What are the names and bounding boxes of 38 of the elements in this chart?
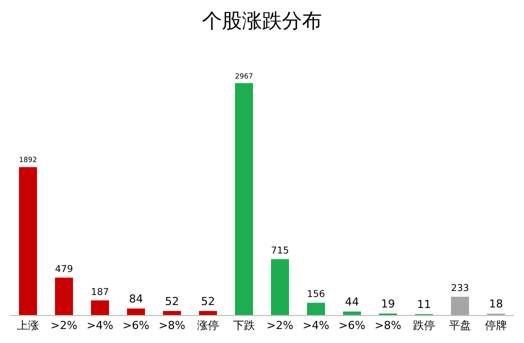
data-label: 233 — [451, 283, 469, 294]
x-tick-label: 上涨 — [17, 319, 39, 332]
data-label: 11 — [417, 298, 431, 312]
x-tick-label: >4% — [302, 319, 330, 332]
data-label: 187 — [91, 286, 109, 298]
data-label: 52 — [201, 294, 215, 308]
data-label: 479 — [55, 264, 73, 275]
x-tick-label: 涨停 — [197, 319, 219, 332]
bar — [271, 259, 289, 315]
x-tick-label: >8% — [158, 319, 186, 332]
data-label: 156 — [307, 289, 325, 300]
x-tick-label: >6% — [122, 319, 150, 332]
data-label: 44 — [345, 296, 359, 309]
x-tick-label: >8% — [374, 319, 402, 332]
x-tick-label: 平盘 — [449, 319, 471, 332]
bar — [451, 296, 469, 315]
x-tick-label: 停牌 — [485, 319, 507, 332]
chart-title: 个股涨跌分布 — [202, 8, 322, 33]
data-label: 19 — [381, 298, 395, 311]
bar — [307, 302, 325, 315]
bar — [163, 310, 181, 315]
bar — [127, 308, 145, 315]
data-label: 52 — [165, 294, 179, 308]
data-label: 18 — [489, 298, 503, 311]
x-tick-label: 下跌 — [233, 319, 255, 332]
x-tick-label: >6% — [338, 319, 366, 332]
x-tick-label: >2% — [266, 319, 294, 332]
bar — [19, 167, 37, 315]
x-tick-label: 跌停 — [413, 319, 435, 332]
bar — [55, 278, 73, 315]
data-label: 84 — [129, 292, 143, 306]
data-label: 715 — [271, 246, 289, 257]
bar — [343, 312, 361, 315]
x-tick-label: >2% — [50, 319, 78, 332]
bar — [235, 83, 253, 315]
bar — [91, 300, 109, 315]
bar — [199, 310, 217, 315]
x-tick-label: >4% — [86, 319, 114, 332]
